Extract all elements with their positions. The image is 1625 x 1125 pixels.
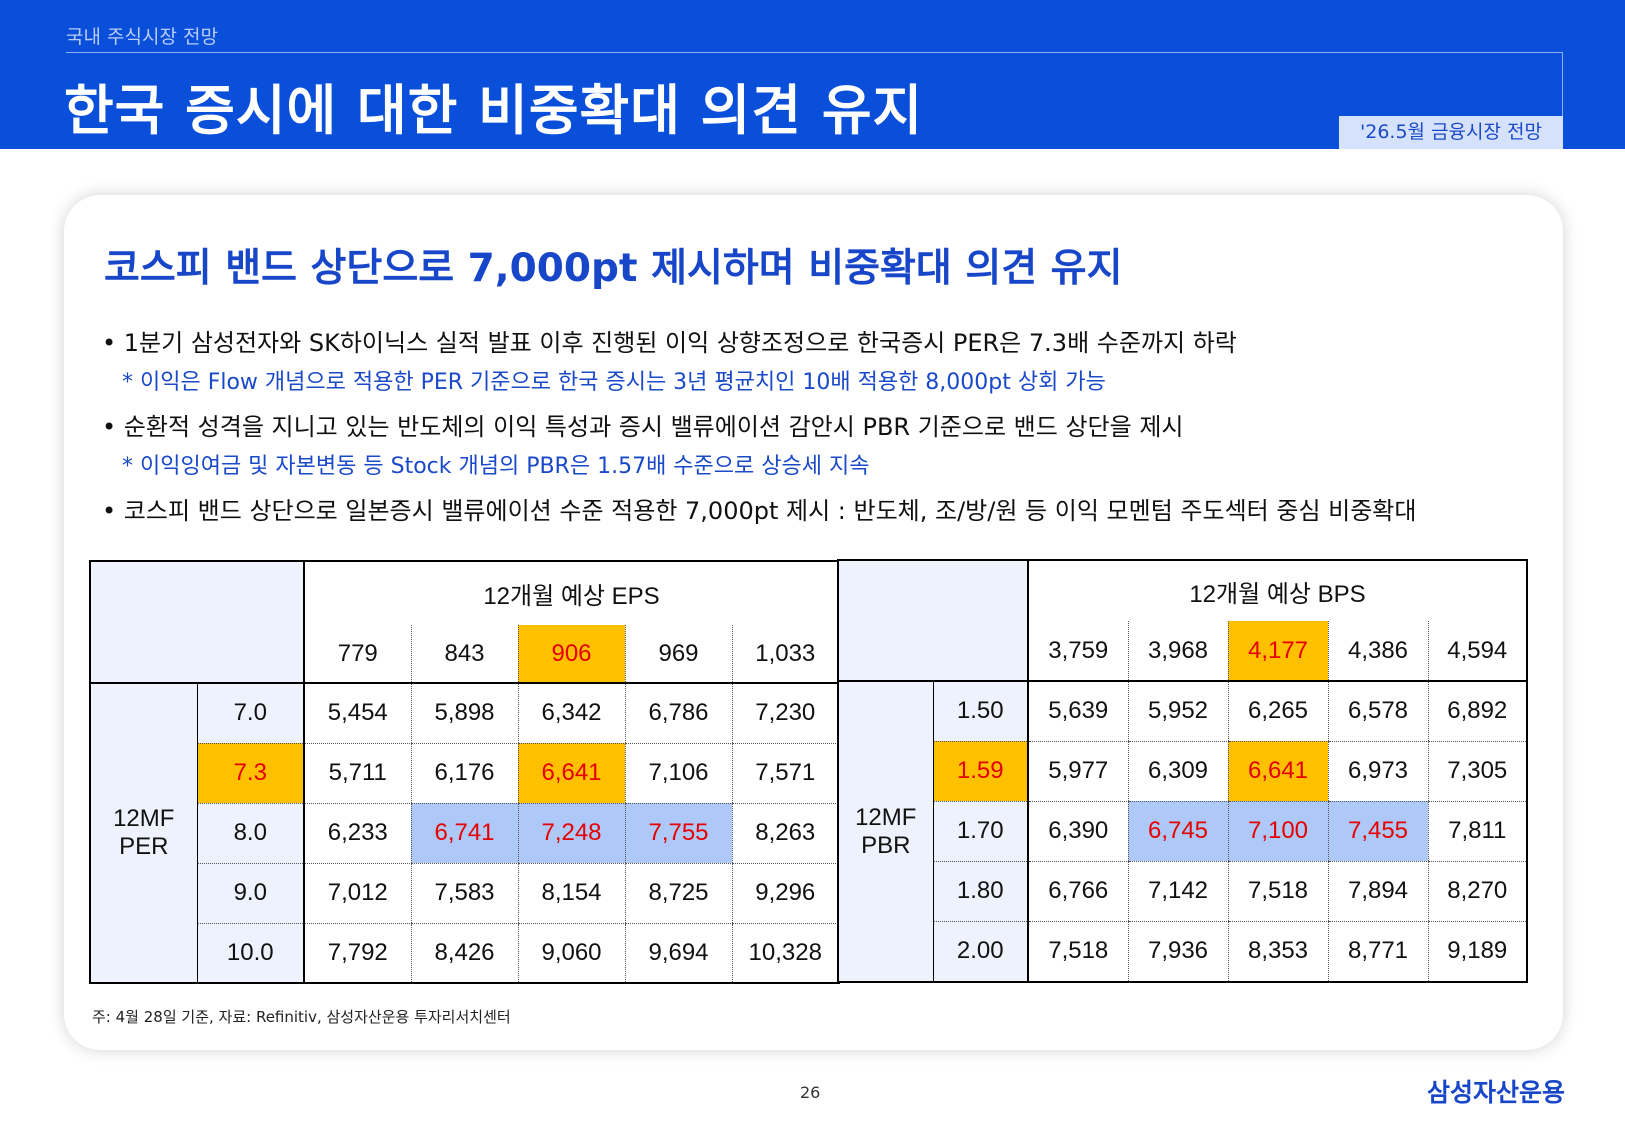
per-cell: 7,792 [303,923,411,983]
per-cell-target: 7,248 [517,803,625,864]
pbr-cell: 7,894 [1327,861,1428,922]
note-pbr: * 이익잉여금 및 자본변동 등 Stock 개념의 PBR은 1.57배 수준… [122,454,870,479]
per-cell: 7,106 [624,743,732,804]
pbr-cell: 6,578 [1327,681,1428,742]
per-side-label: 12MF PER [90,683,198,983]
card-subtitle: 코스피 밴드 상단으로 7,000pt 제시하며 비중확대 의견 유지 [104,246,1123,291]
pbr-side-label-line2: PBR [861,831,911,859]
per-row-label: 7.0 [197,683,304,744]
pbr-cell: 7,518 [1227,861,1328,922]
pbr-sensitivity-table: 12개월 예상 BPS 3,759 3,968 4,177 4,386 4,59… [837,559,1529,983]
per-col-header: 843 [410,625,518,684]
per-cell: 8,154 [517,863,625,924]
per-cell: 8,725 [624,863,732,924]
per-cell: 9,694 [624,923,732,983]
per-cell: 8,263 [731,803,840,864]
pbr-row-label: 2.00 [933,921,1028,982]
per-cell: 7,230 [731,683,840,744]
pbr-cell: 8,270 [1427,861,1528,922]
pbr-side-label-line1: 12MF [855,803,917,831]
pbr-col-header: 3,759 [1027,621,1128,682]
per-col-header-current: 906 [517,625,625,684]
pbr-cell: 7,811 [1427,801,1528,862]
pbr-cell: 6,309 [1127,741,1228,802]
per-cell: 6,233 [303,803,411,864]
bullet-per: • 1분기 삼성전자와 SK하이닉스 실적 발표 이후 진행된 이익 상향조정으… [102,329,1237,357]
pbr-cell: 6,766 [1027,861,1128,922]
pbr-cell: 7,305 [1427,741,1528,802]
per-row-label: 9.0 [197,863,304,924]
pbr-cell: 5,639 [1027,681,1128,742]
pbr-row-label: 1.70 [933,801,1028,862]
per-sensitivity-table: 12개월 예상 EPS 779 843 906 969 1,033 12MF P… [89,560,841,984]
pbr-row-label-current: 1.59 [933,741,1028,802]
pbr-cell: 6,892 [1427,681,1528,742]
per-cell: 5,711 [303,743,411,804]
pbr-cell-target: 6,745 [1127,801,1228,862]
per-cell: 5,898 [410,683,518,744]
report-tag: '26.5월 금융시장 전망 [1339,116,1563,149]
per-row-label: 10.0 [197,923,304,983]
pbr-col-header: 4,594 [1427,621,1528,682]
pbr-col-header: 3,968 [1127,621,1228,682]
per-cell: 6,176 [410,743,518,804]
pbr-col-header: 4,386 [1327,621,1428,682]
pbr-cell: 7,518 [1027,921,1128,982]
page-title: 한국 증시에 대한 비중확대 의견 유지 [64,79,924,142]
section-label: 국내 주식시장 전망 [66,26,218,48]
per-cell-target: 7,755 [624,803,732,864]
pbr-cell-target: 7,455 [1327,801,1428,862]
pbr-row-label: 1.80 [933,861,1028,922]
per-col-header: 969 [624,625,732,684]
pbr-cell: 9,189 [1427,921,1528,982]
pbr-cell: 7,936 [1127,921,1228,982]
pbr-cell: 8,771 [1327,921,1428,982]
pbr-row-label: 1.50 [933,681,1028,742]
per-cell: 8,426 [410,923,518,983]
header-band: 국내 주식시장 전망 한국 증시에 대한 비중확대 의견 유지 '26.5월 금… [0,0,1625,149]
per-side-label-line1: 12MF [113,805,175,832]
header-divider-vertical [1562,52,1563,118]
pbr-cell: 8,353 [1227,921,1328,982]
pbr-corner-cell [838,560,1029,682]
pbr-cell-current: 6,641 [1227,741,1328,802]
page-number: 26 [800,1083,821,1102]
bullet-pbr: • 순환적 성격을 지니고 있는 반도체의 이익 특성과 증시 밸류에이션 감안… [102,413,1184,441]
note-per: * 이익은 Flow 개념으로 적용한 PER 기준으로 한국 증시는 3년 평… [122,370,1106,395]
per-row-label-current: 7.3 [197,743,304,804]
pbr-header: 12개월 예상 BPS [1189,580,1366,608]
header-divider [66,52,1563,53]
source-footnote: 주: 4월 28일 기준, 자료: Refinitiv, 삼성자산운용 투자리서… [92,1008,511,1026]
per-cell-current: 6,641 [517,743,625,804]
per-header: 12개월 예상 EPS [483,583,660,610]
company-logo: 삼성자산운용 [1427,1078,1566,1107]
per-row-label: 8.0 [197,803,304,864]
pbr-cell: 6,973 [1327,741,1428,802]
pbr-cell: 7,142 [1127,861,1228,922]
per-col-header: 779 [303,625,411,684]
bullet-band: • 코스피 밴드 상단으로 일본증시 밸류에이션 수준 적용한 7,000pt … [102,497,1417,525]
per-cell: 6,786 [624,683,732,744]
per-cell: 9,060 [517,923,625,983]
pbr-cell: 5,952 [1127,681,1228,742]
per-col-header: 1,033 [731,625,840,684]
per-cell: 7,571 [731,743,840,804]
per-cell: 9,296 [731,863,840,924]
per-cell-target: 6,741 [410,803,518,864]
per-cell: 5,454 [303,683,411,744]
per-corner-cell [90,561,305,684]
pbr-col-header-current: 4,177 [1227,621,1328,682]
per-cell: 7,012 [303,863,411,924]
pbr-side-label: 12MF PBR [838,681,934,982]
pbr-cell: 5,977 [1027,741,1128,802]
pbr-cell: 6,390 [1027,801,1128,862]
per-cell: 10,328 [731,923,840,983]
per-side-label-line2: PER [119,833,169,860]
per-cell: 7,583 [410,863,518,924]
pbr-cell-target: 7,100 [1227,801,1328,862]
pbr-cell: 6,265 [1227,681,1328,742]
per-cell: 6,342 [517,683,625,744]
